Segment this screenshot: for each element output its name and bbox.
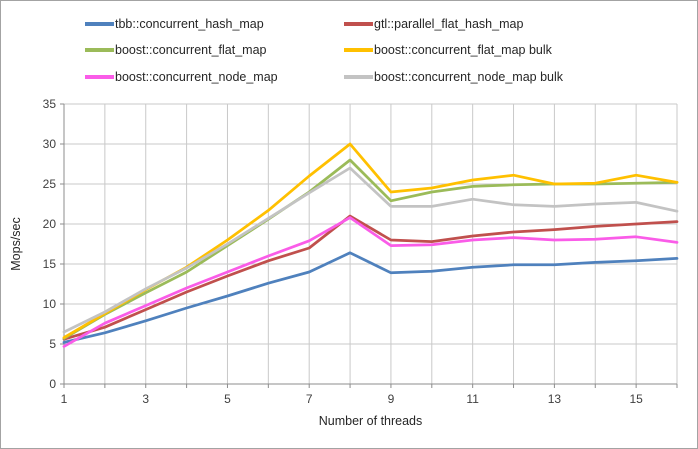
series-line-boost-concurrent-flat-map-bulk xyxy=(62,142,679,339)
x-tick-label: 13 xyxy=(548,392,562,406)
legend-marker-line-icon xyxy=(344,47,373,52)
y-tick-label: 25 xyxy=(43,177,57,191)
legend-item-boost-concurrent-flat-map: boost::concurrent_flat_map xyxy=(85,41,266,58)
legend-item-tbb-concurrent-hash-map: tbb::concurrent_hash_map xyxy=(85,15,264,32)
legend-item-boost-concurrent-node-map-bulk: boost::concurrent_node_map bulk xyxy=(344,68,563,85)
x-tick-label: 9 xyxy=(388,392,395,406)
legend-label: gtl::parallel_flat_hash_map xyxy=(374,16,524,31)
legend-marker-line-icon xyxy=(344,74,373,79)
series-line-boost-concurrent-node-map-bulk xyxy=(62,166,679,334)
x-tick-label: 7 xyxy=(306,392,313,406)
x-tick-label: 1 xyxy=(61,392,68,406)
legend-label: boost::concurrent_flat_map bulk xyxy=(374,42,552,57)
series-line-tbb-concurrent-hash-map xyxy=(62,251,679,344)
legend-marker-line-icon xyxy=(85,47,114,52)
legend-label: tbb::concurrent_hash_map xyxy=(115,16,264,31)
legend-marker-line-icon xyxy=(85,74,114,79)
y-tick-label: 5 xyxy=(49,337,56,351)
x-tick-label: 15 xyxy=(629,392,643,406)
x-tick-label: 3 xyxy=(142,392,149,406)
x-tick-label: 11 xyxy=(466,392,479,406)
legend-label: boost::concurrent_flat_map xyxy=(115,42,267,57)
legend-item-boost-concurrent-flat-map-bulk: boost::concurrent_flat_map bulk xyxy=(344,41,552,58)
series-line-boost-concurrent-node-map xyxy=(62,216,679,348)
legend-label: boost::concurrent_node_map xyxy=(115,69,278,84)
legend-item-boost-concurrent-node-map: boost::concurrent_node_map xyxy=(85,68,278,85)
y-tick-label: 30 xyxy=(43,137,57,151)
y-tick-label: 20 xyxy=(43,217,57,231)
x-axis-title: Number of threads xyxy=(318,414,423,428)
series-line-gtl-parallel-flat-hash-map xyxy=(62,214,679,341)
y-tick-label: 10 xyxy=(43,297,57,311)
legend-marker-line-icon xyxy=(344,21,373,26)
x-tick-label: 5 xyxy=(224,392,231,406)
y-tick-label: 0 xyxy=(49,377,56,391)
y-tick-label: 35 xyxy=(43,97,57,111)
legend-label: boost::concurrent_node_map bulk xyxy=(374,69,564,84)
legend-marker-line-icon xyxy=(85,21,114,26)
y-tick-label: 15 xyxy=(43,257,57,271)
legend-item-gtl-parallel-flat-hash-map: gtl::parallel_flat_hash_map xyxy=(344,15,523,32)
legend: tbb::concurrent_hash_map gtl::parallel_f… xyxy=(1,1,697,93)
y-axis-title: Mops/sec xyxy=(9,217,23,271)
